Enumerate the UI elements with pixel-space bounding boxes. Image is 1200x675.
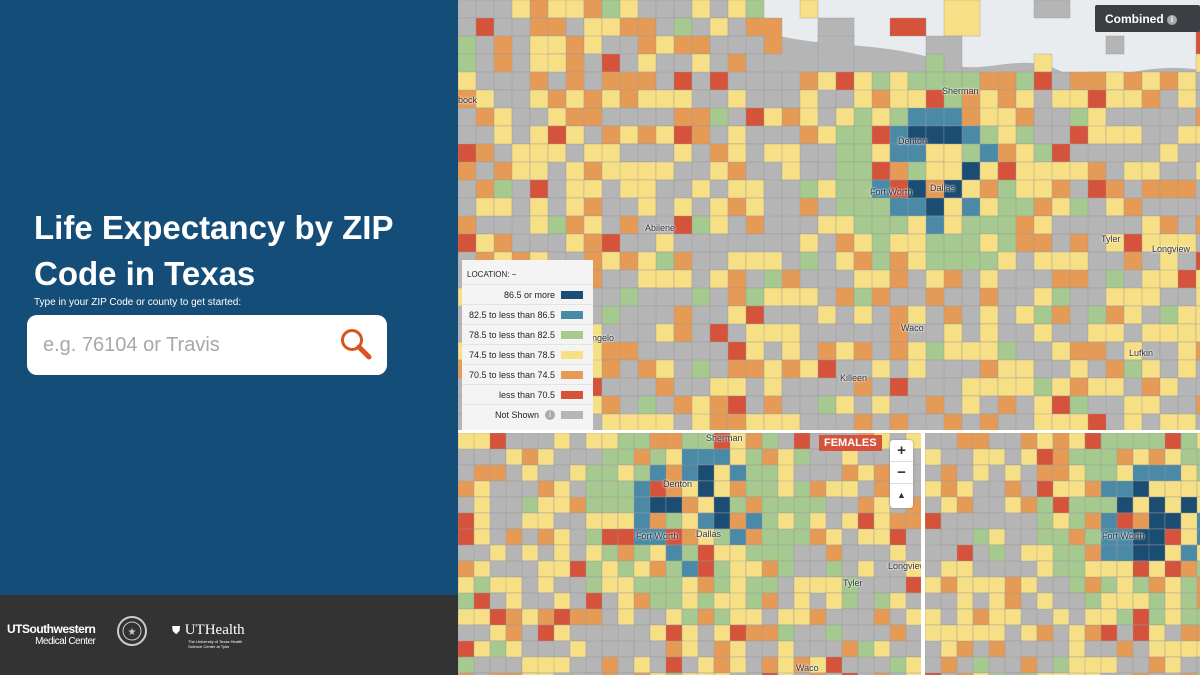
choropleth [925,433,1200,675]
legend-item: 82.5 to less than 86.5 [462,304,593,324]
city-label: Waco [901,323,924,333]
panel-label: FEMALES [819,435,882,451]
city-label: Longview [1152,244,1191,254]
footer: UTSouthwestern Medical Center ★ ⛊ UTHealt… [0,595,458,675]
city-label: Lufkin [1129,348,1154,358]
city-label: Abilene [645,223,676,233]
search-icon[interactable] [339,327,373,361]
legend-header: LOCATION: − [462,260,593,284]
city-label: Waco [796,663,819,673]
legend-label: less than 70.5 [498,389,555,400]
map-combined[interactable]: Sherman Denton Fort Worth Dallas Abilene Tyle… [458,0,1200,430]
utsw-logo: UTSouthwestern Medical Center [7,622,96,647]
svg-text:★: ★ [128,627,137,638]
seal-icon: ★ [117,616,147,646]
city-label: Fort Worth [636,531,679,541]
legend-swatch [561,370,583,379]
search-hint: Type in your ZIP Code or county to get s… [34,297,242,308]
shield-icon: ⛊ [172,625,181,637]
legend-item: less than 70.5 [462,384,593,404]
legend-swatch [561,350,583,359]
legend-item: 74.5 to less than 78.5 [462,344,593,364]
sidebar-panel: Life Expectancy by ZIP Code in Texas Typ… [0,0,458,595]
city-label: Denton [898,136,928,146]
legend-label: 82.5 to less than 86.5 [468,309,555,320]
city-label: Fort Worth [1102,531,1145,541]
choropleth [458,0,1200,430]
legend-item: 70.5 to less than 74.5 [462,364,593,384]
legend-swatch [561,390,583,399]
city-label: Fort Worth [870,187,913,197]
city-label: Dallas [930,183,956,193]
legend: LOCATION: − 86.5 or more 82.5 to less tha… [462,260,593,430]
legend-collapse-button[interactable]: − [511,270,517,279]
legend-title: LOCATION: [467,270,510,279]
legend-label: 78.5 to less than 82.5 [468,329,555,340]
zoom-control: + − ▲ [890,440,913,508]
logo-text: UTHealth [184,622,245,638]
mode-label: Combined [1105,12,1164,26]
info-icon[interactable]: i [1167,14,1178,25]
page-title: Life Expectancy by ZIP Code in Texas [34,209,393,292]
map-females[interactable]: Sherman Denton Fort Worth Dallas Tyler Longvi… [458,433,921,675]
uthealth-logo: ⛊ UTHealth The University of Texas Health… [172,621,248,649]
city-label: Tyler [843,578,863,588]
legend-swatch [561,330,583,339]
legend-label: 74.5 to less than 78.5 [468,349,555,360]
city-label: Sherman [942,86,979,96]
city-label: bock [458,95,478,105]
zoom-in-button[interactable]: + [890,440,913,462]
divider [458,430,1200,433]
legend-item: 86.5 or more [462,284,593,304]
mode-button[interactable]: Combined i [1095,5,1200,32]
city-label: Tyler [1101,234,1121,244]
legend-item: Not Shown i [462,404,593,424]
choropleth [458,433,921,675]
search-box[interactable] [27,315,387,375]
info-icon[interactable]: i [545,409,555,420]
reset-north-button[interactable]: ▲ [897,490,906,500]
city-label: Killeen [840,373,868,383]
logo-text: UTSouthwestern [7,622,96,636]
legend-item: 78.5 to less than 82.5 [462,324,593,344]
legend-label: 86.5 or more [503,289,555,300]
legend-swatch [561,410,583,419]
city-label: Sherman [706,433,743,443]
legend-swatch [561,310,583,319]
search-input[interactable] [43,333,333,357]
legend-swatch [561,290,583,299]
legend-label: Not Shown [494,409,539,420]
city-label: Dallas [696,529,722,539]
divider [921,433,925,675]
legend-label: 70.5 to less than 74.5 [468,369,555,380]
logo-subtext: The University of Texas Health Science C… [188,639,243,649]
logo-subtext: Medical Center [35,636,96,647]
map-males[interactable]: Fort Worth [925,433,1200,675]
zoom-out-button[interactable]: − [890,462,913,484]
city-label: Denton [663,479,693,489]
city-label: Longview [888,561,921,571]
